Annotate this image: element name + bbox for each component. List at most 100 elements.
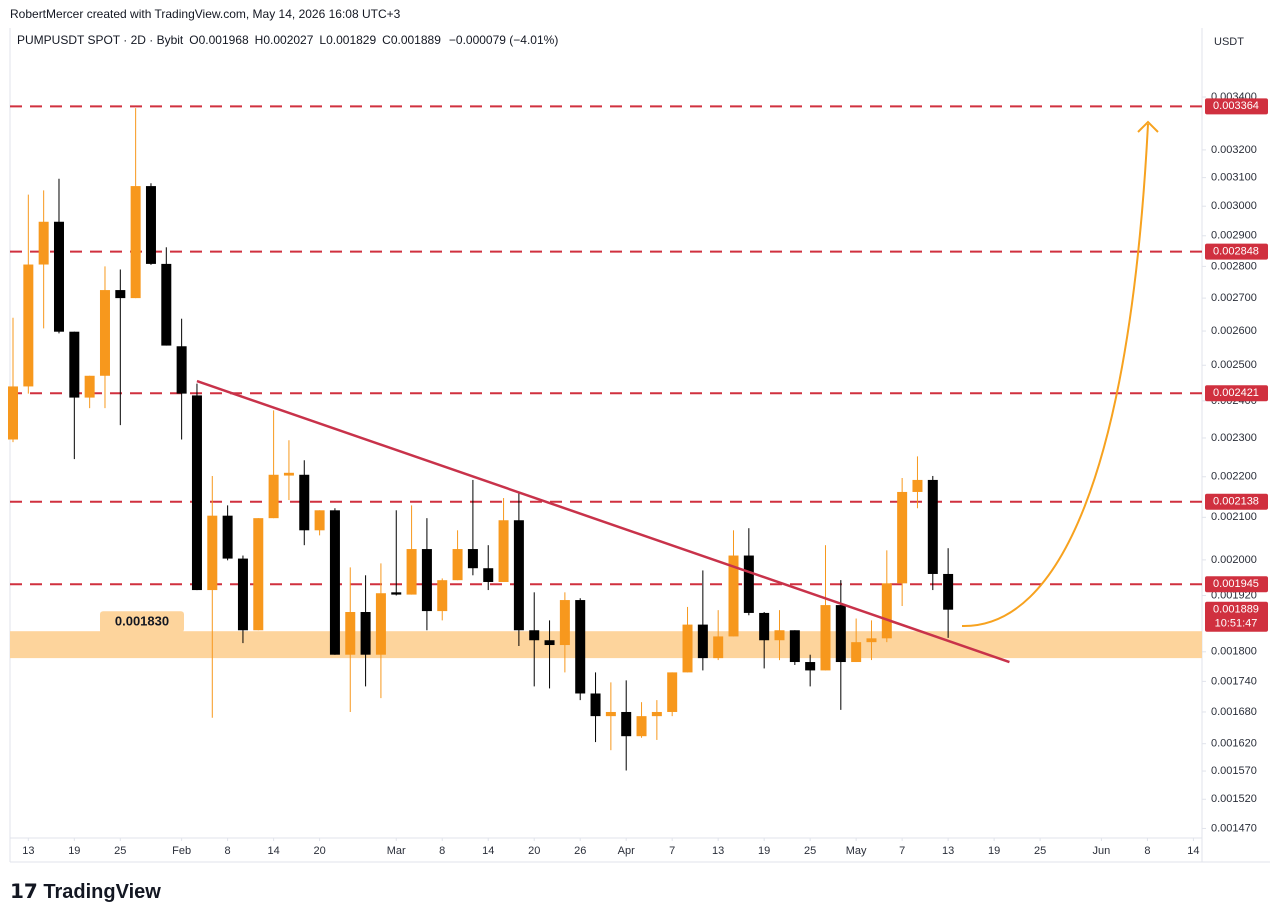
x-tick-label: 13 [942,845,954,857]
x-tick-label: Mar [387,845,406,857]
current-price-label: 0.001889 [1213,604,1259,616]
level-price-box [1205,576,1268,593]
candle-body [529,630,540,641]
candle-body [667,672,678,712]
c-value: 0.001889 [391,33,441,47]
y-tick-label: 0.001920 [1211,589,1257,601]
y-tick-label: 0.002800 [1211,260,1257,272]
y-tick-label: 0.001520 [1211,793,1257,805]
y-tick-label: 0.003100 [1211,172,1257,184]
support-zone [10,631,1202,659]
y-tick-label: 0.002100 [1211,511,1257,523]
candle-body [483,568,494,582]
candle-body [621,711,632,737]
candle-body [161,263,172,346]
candle-body [99,290,110,376]
level-price-label: 0.003364 [1213,100,1259,112]
candle-body [329,510,340,655]
y-tick-label: 0.001570 [1211,765,1257,777]
candle-body [636,716,647,737]
zone-label-pointer [100,628,108,638]
trendline [196,379,1010,664]
candle-body [283,472,294,476]
y-tick-label: 0.002900 [1211,230,1257,242]
y-tick-label: 0.003000 [1211,200,1257,212]
x-tick-label: 19 [758,845,770,857]
x-tick-label: 14 [267,845,279,857]
candle-body [53,221,64,332]
x-tick-label: 19 [988,845,1000,857]
candle-body [897,491,908,584]
c-letter: C [382,33,391,47]
arrow-head [1137,120,1159,133]
candle-body [237,558,248,631]
candle-body [299,474,310,531]
level-price-label: 0.002421 [1213,387,1259,399]
candle-body [682,624,693,673]
candle-body [345,612,356,655]
x-tick-label: 26 [574,845,586,857]
x-tick-label: 14 [1187,845,1199,857]
x-tick-label: May [846,845,867,857]
candle-body [421,549,432,612]
candle-body [943,573,954,610]
x-tick-label: 8 [439,845,445,857]
candle-body [559,600,570,646]
y-tick-label: 0.001800 [1211,646,1257,658]
candle-body [391,592,402,595]
x-tick-label: Jun [1093,845,1111,857]
level-price-label: 0.001945 [1213,578,1259,590]
level-price-box [1205,98,1268,115]
candle-body [851,642,862,663]
plot: 0.001830 [8,105,1202,771]
candle-body [360,612,371,655]
candle-body [145,186,156,264]
l-value: 0.001829 [326,33,376,47]
candle-body [651,711,662,717]
y-tick-label: 0.002200 [1211,471,1257,483]
level-price-box [1205,385,1268,402]
candle-body [467,549,478,569]
level-price-box [1205,243,1268,260]
candle-body [130,186,141,299]
credit: RobertMercer created with TradingView.co… [10,7,401,21]
level-price-box [1205,493,1268,510]
y-tick-label: 0.002000 [1211,554,1257,566]
l-letter: L [319,33,326,47]
y-tick-label: 0.001620 [1211,738,1257,750]
candle-body [314,510,325,531]
x-tick-label: 25 [1034,845,1046,857]
candle-body [835,605,846,663]
y-tick-label: 0.002700 [1211,292,1257,304]
countdown: 10:51:47 [1215,618,1258,630]
logo-text: TradingView [43,881,161,903]
candle-body [912,479,923,492]
y-tick-label: 0.001740 [1211,675,1257,687]
x-tick-label: 13 [22,845,34,857]
x-tick-label: 14 [482,845,494,857]
candle-body [881,583,892,639]
y-tick-label: 0.002500 [1211,359,1257,371]
candle-body [176,346,187,394]
candle-body [805,662,816,671]
x-tick-label: 20 [313,845,325,857]
candle-body [927,479,938,574]
y-tick-label: 0.001680 [1211,706,1257,718]
candle-body [743,555,754,613]
x-tick-label: 8 [1144,845,1150,857]
h-letter: H [255,33,264,47]
x-tick-label: 20 [528,845,540,857]
o-letter: O [189,33,198,47]
level-price-label: 0.002138 [1213,496,1259,508]
price-axis: 0.0034000.0032000.0031000.0030000.002900… [22,91,1268,857]
symbol: PUMPUSDT SPOT · 2D · Bybit [17,33,184,47]
candle-body [191,395,202,591]
candle-body [713,636,724,659]
current-price-box [1205,601,1268,632]
logo: 𝟭𝟳 TradingView [10,881,161,903]
candle-body [253,518,264,631]
candle-body [789,630,800,663]
x-tick-label: 25 [804,845,816,857]
